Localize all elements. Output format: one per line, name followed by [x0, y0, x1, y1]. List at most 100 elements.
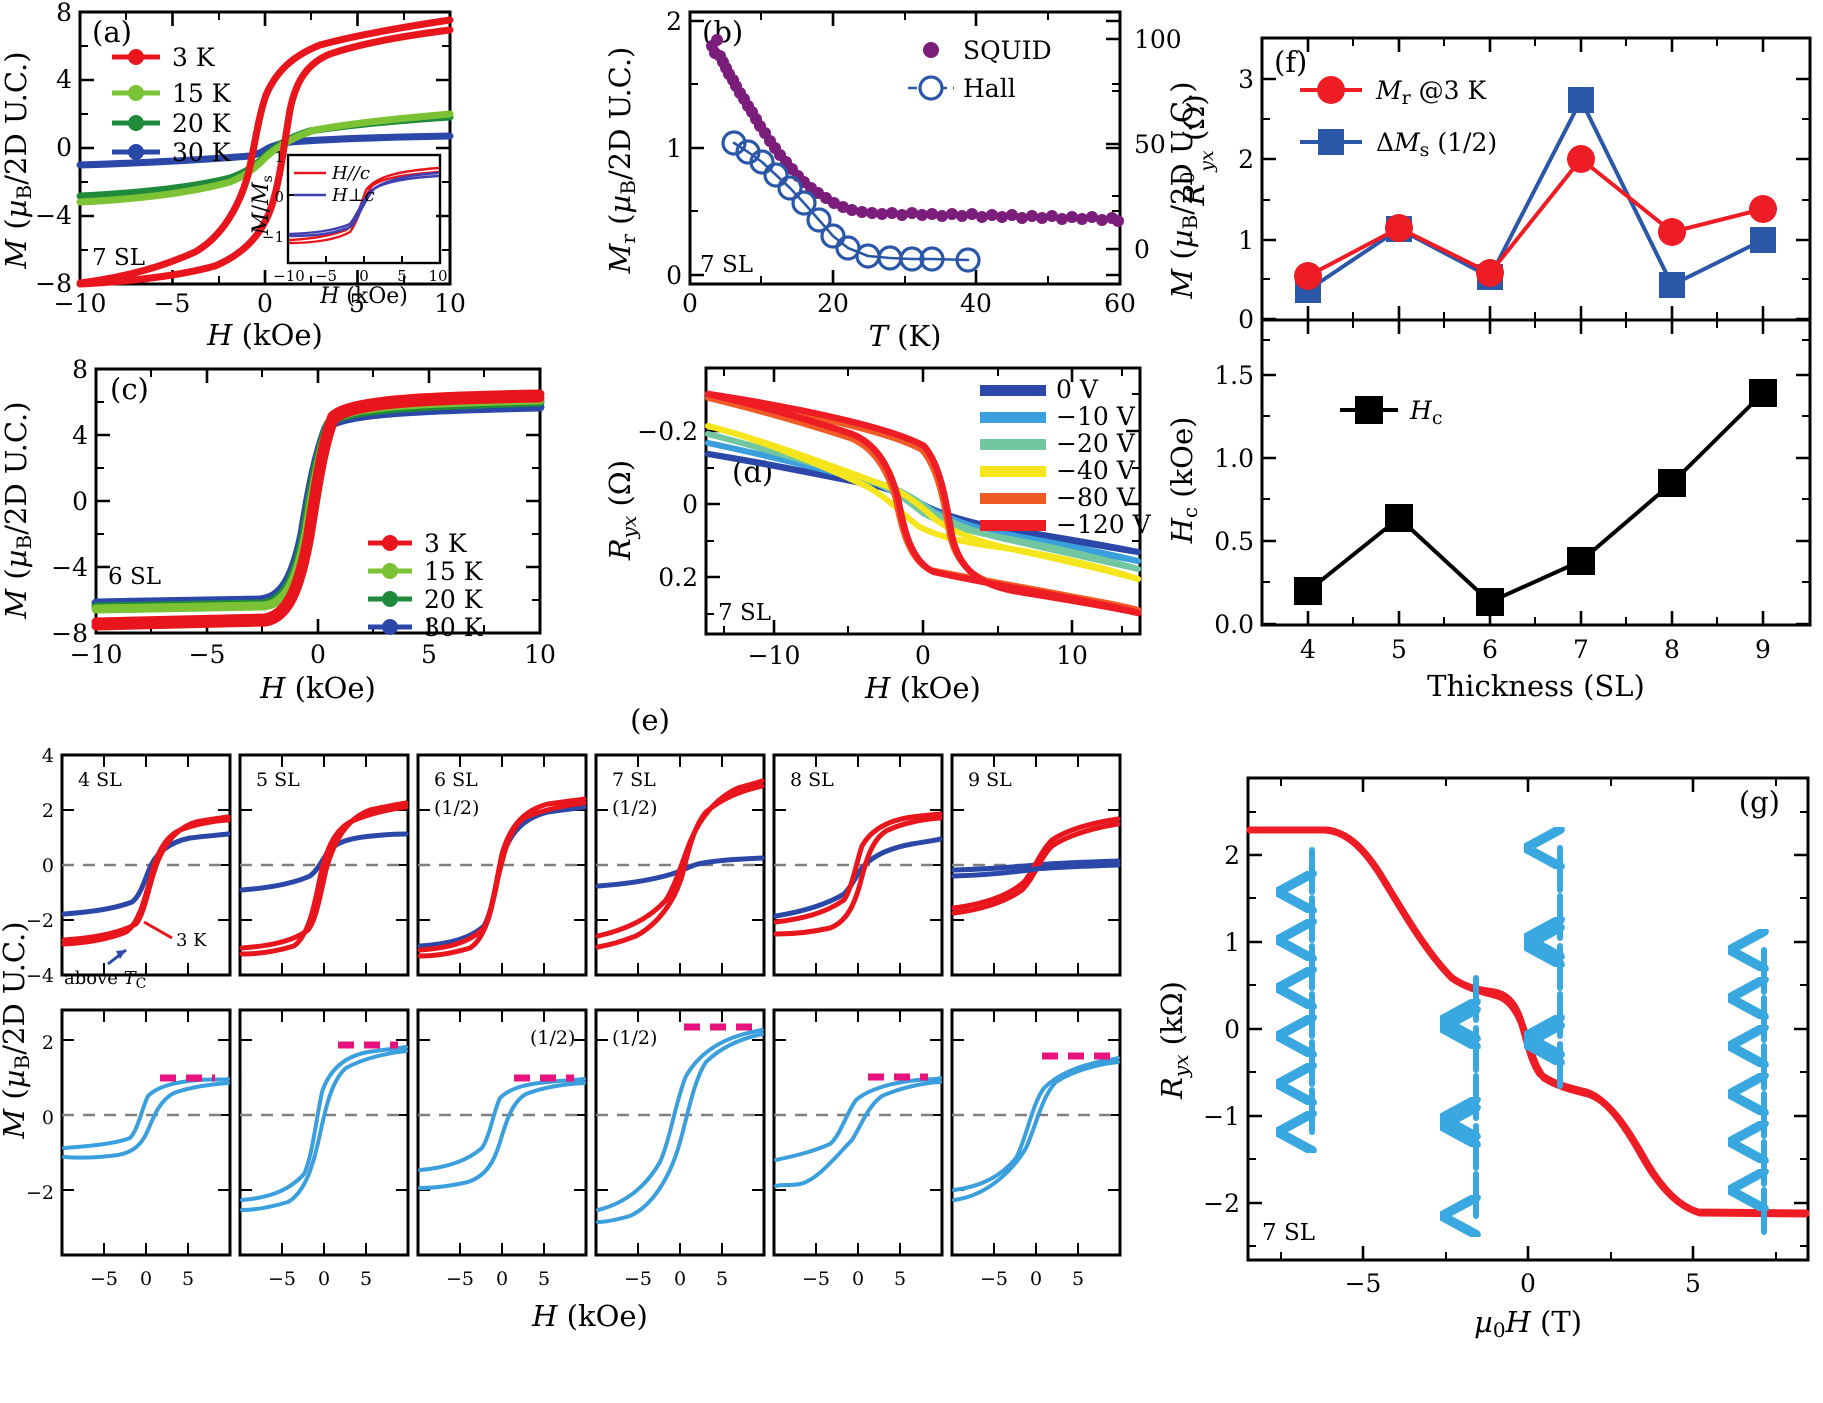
panel-e-col-8SL-title: 8 SL [790, 769, 834, 791]
panel-f-series-Mr-markers [1294, 145, 1777, 290]
panel-f-bottom-ytick-05: 0.5 [1214, 527, 1254, 556]
panel-f-xtick-9: 9 [1755, 635, 1771, 664]
panel-c-legend-item-0: 3 K [424, 529, 468, 558]
panel-a-xtick-5: 5 [349, 289, 365, 318]
panel-a-legend-item-1: 15 K [172, 79, 232, 108]
panel-f-bottom-ytick-10: 1.0 [1214, 444, 1254, 473]
panel-e-col-6SL: 6 SL (1/2) [416, 753, 588, 977]
panel-e-bot-col-5SL [238, 1008, 410, 1257]
panel-a-inset-ylabel: M/Ms [249, 175, 276, 236]
panel-f-legend-item-0: Mr @3 K [1375, 76, 1488, 109]
panel-c-xtick-0: 0 [310, 640, 326, 669]
panel-b-legend-item-1: Hall [963, 74, 1016, 103]
panel-e-bot-7SL-hall [596, 1028, 764, 1212]
panel-f-top-ytick-3: 3 [1238, 65, 1254, 94]
panel-e-col-4SL-title: 4 SL [78, 769, 122, 791]
panel-e-xtick-c4--5: −5 [624, 1268, 652, 1290]
panel-a-series-15K [76, 110, 454, 206]
panel-c-xtick--5: −5 [189, 640, 226, 669]
panel-b-xtick-60: 60 [1104, 289, 1136, 318]
panel-e-col-9SL: 9 SL [950, 753, 1122, 977]
panel-c-legend-item-3: 30 K [424, 613, 484, 642]
panel-e-top-ytick--2: −2 [26, 910, 54, 932]
panel-e-xtick-c5-5: 5 [894, 1268, 906, 1290]
panel-b-series-hall [721, 130, 981, 273]
panel-e-xtick-c3-5: 5 [538, 1268, 550, 1290]
panel-c-xlabel: H (kOe) [259, 671, 376, 705]
panel-f: M (µB/2D U.C.) 0 1 2 3 (f) Mr @3 K ΔMs (… [1150, 20, 1823, 730]
panel-e-4SL-aboveTc [61, 831, 231, 917]
panel-e-bot-ytick-2: 2 [42, 1032, 54, 1054]
panel-g-xlabel: µ0H (T) [1474, 1305, 1582, 1342]
panel-a-inset-xtick-5: 5 [397, 267, 407, 285]
panel-a-xtick--10: −10 [54, 289, 107, 318]
panel-e-xtick-c2--5: −5 [268, 1268, 296, 1290]
panel-e-bot-col-8SL [772, 1008, 944, 1257]
panel-g-ytick-1: 1 [1224, 928, 1240, 957]
panel-d-sample: 7 SL [718, 600, 771, 626]
panel-e-col-4SL: 4 SL [60, 753, 232, 977]
panel-b-ytick-right-100: 100 [1134, 25, 1182, 54]
panel-e-bot-col-6SL: (1/2) [416, 1008, 588, 1257]
panel-a-ytick--8: −8 [35, 269, 72, 298]
panel-e-bot-4SL-hall-b [62, 1081, 230, 1160]
panel-e-bot-5SL-hall-b [240, 1049, 408, 1212]
panel-c-xtick-10: 10 [524, 640, 556, 669]
panel-e-col-7SL-half: (1/2) [612, 797, 657, 819]
panel-a-inset-series-Hc-perp [288, 171, 440, 236]
panel-d-xlabel: H (kOe) [864, 671, 981, 705]
panel-f-legend-item-1: ΔMs (1/2) [1376, 128, 1497, 161]
panel-g-ytick--2: −2 [1203, 1189, 1240, 1218]
panel-a-legend-item-0: 3 K [172, 43, 216, 72]
panel-e-bot-8SL-hall [774, 1076, 942, 1162]
panel-f-series-dMs [1306, 98, 1765, 292]
panel-c-xtick-5: 5 [421, 640, 437, 669]
panel-b-legend-item-0: SQUID [963, 36, 1052, 65]
panel-a-inset-legend-1: H⊥c [331, 185, 375, 206]
panel-f-top-ytick-1: 1 [1238, 226, 1254, 255]
panel-a-inset-xtick--5: −5 [315, 267, 337, 285]
panel-e-col-7SL-title: 7 SL [612, 769, 656, 791]
panel-a-inset-xtick-0: 0 [359, 267, 369, 285]
panel-e-top-ytick--4: −4 [26, 965, 54, 987]
panel-f-top-ylabel: M (µB/2D U.C.) [1165, 81, 1202, 299]
panel-e-bot-7SL-hall-b [596, 1032, 764, 1224]
panel-e-top-ytick-0: 0 [42, 855, 54, 877]
panel-b-ytick-1: 1 [666, 134, 682, 163]
panel-e-col-5SL: 5 SL [238, 753, 410, 977]
panel-e-bot-9SL-hall-b [952, 1060, 1120, 1202]
panel-e-6SL-3K-b [417, 800, 587, 959]
panel-c-ylabel: M (µB/2D U.C.) [0, 401, 36, 619]
panel-e-top-ytick-4: 4 [42, 745, 54, 767]
panel-e-bot-9SL-hall [952, 1056, 1120, 1192]
panel-a-xtick--5: −5 [154, 289, 191, 318]
panel-a-legend: 3 K 15 K 20 K 30 K [112, 43, 232, 167]
panel-d-legend-item-5: −120 V [1056, 510, 1152, 539]
panel-e-label: (e) [630, 703, 670, 737]
panel-a-sample: 7 SL [92, 245, 145, 271]
panel-a-legend-item-2: 20 K [172, 109, 232, 138]
panel-b-sample: 7 SL [700, 252, 753, 278]
panel-d-legend-item-3: −40 V [1056, 456, 1136, 485]
panel-c-ytick--8: −8 [51, 619, 88, 648]
panel-b-ytick-0: 0 [666, 261, 682, 290]
panel-b-xtick-40: 40 [960, 289, 992, 318]
panel-e-annotation-3K: 3 K above TC [64, 920, 207, 992]
panel-d-ytick-02: 0.2 [658, 563, 698, 592]
panel-f-series-Mr [1306, 157, 1765, 278]
panel-e-col-7SL: 7 SL (1/2) [594, 753, 766, 977]
panel-f-xtick-7: 7 [1573, 635, 1589, 664]
panel-e-xtick-c6-5: 5 [1072, 1268, 1084, 1290]
panel-e-xtick-c3--5: −5 [446, 1268, 474, 1290]
panel-d-xtick--10: −10 [748, 641, 801, 670]
panel-e-grid: 4 SL 5 SL 6 SL (1/2) [60, 753, 1122, 1257]
panel-a-label: (a) [92, 15, 132, 49]
panel-d-ytick-0: 0 [682, 490, 698, 519]
panel-e-bot-6SL-hall-b [418, 1081, 586, 1190]
panel-a-inset-xlabel: H (kOe) [319, 284, 408, 309]
panel-e-xtick-c5-0: 0 [852, 1268, 864, 1290]
panel-d-series--40V-b [705, 423, 1141, 582]
panel-e-bot-col-6SL-half: (1/2) [530, 1027, 575, 1049]
panel-e-xtick-c2-0: 0 [318, 1268, 330, 1290]
panel-g-series-down [1246, 826, 1810, 1217]
